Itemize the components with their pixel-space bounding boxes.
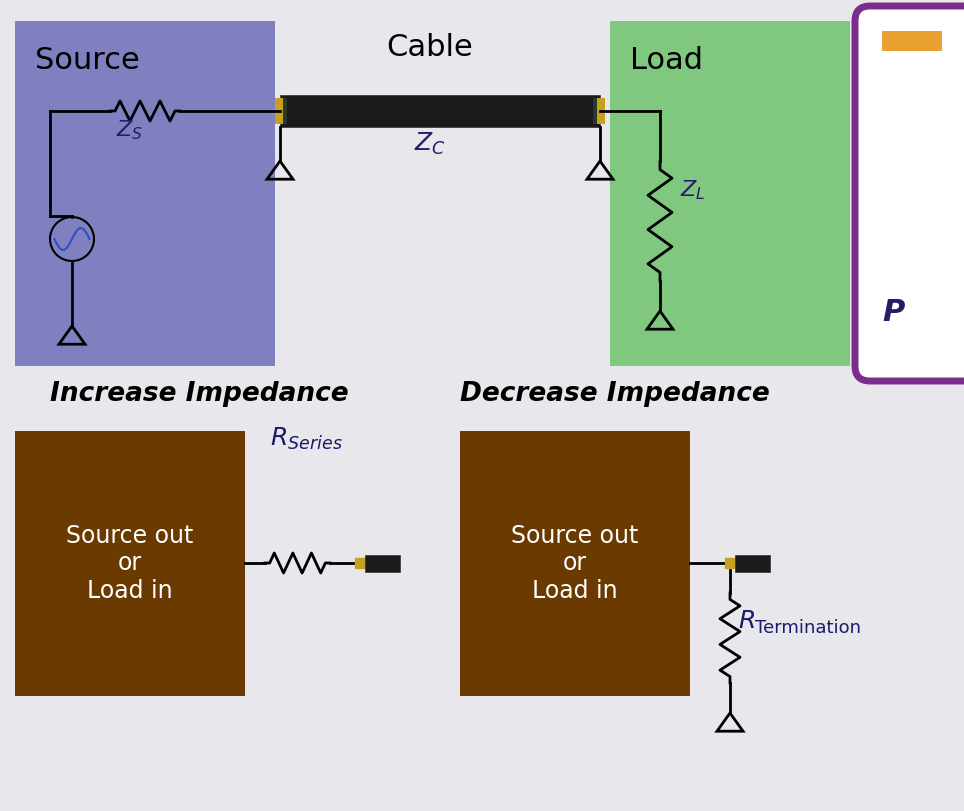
Bar	[283, 98, 287, 124]
Bar	[725, 558, 735, 568]
Bar	[275, 98, 283, 124]
Text: Source: Source	[35, 46, 140, 75]
Bar	[882, 31, 942, 51]
Bar	[365, 555, 400, 572]
Bar	[735, 555, 770, 572]
Text: Load: Load	[630, 46, 703, 75]
Bar	[597, 98, 605, 124]
Text: Cable: Cable	[387, 33, 473, 62]
Text: Termination: Termination	[755, 619, 861, 637]
Text: $\mathbf{\mathit{R}}$: $\mathbf{\mathit{R}}$	[738, 609, 755, 633]
Text: $\mathbf{\mathit{R}}_{Series}$: $\mathbf{\mathit{R}}_{Series}$	[270, 426, 343, 453]
FancyBboxPatch shape	[855, 6, 964, 381]
FancyBboxPatch shape	[610, 21, 850, 366]
Bar	[593, 98, 597, 124]
Text: Source out
or
Load in: Source out or Load in	[511, 524, 639, 603]
Text: P: P	[882, 298, 904, 327]
Bar	[280, 95, 600, 127]
Text: Increase Impedance: Increase Impedance	[50, 381, 349, 407]
Text: $Z_S$: $Z_S$	[117, 118, 144, 142]
Bar	[460, 431, 690, 696]
FancyBboxPatch shape	[15, 21, 275, 366]
Text: $Z_L$: $Z_L$	[680, 178, 706, 202]
Text: $Z_C$: $Z_C$	[415, 131, 446, 157]
Text: Source out
or
Load in: Source out or Load in	[67, 524, 194, 603]
Bar	[15, 431, 245, 696]
Text: Decrease Impedance: Decrease Impedance	[460, 381, 769, 407]
Bar	[355, 558, 365, 568]
